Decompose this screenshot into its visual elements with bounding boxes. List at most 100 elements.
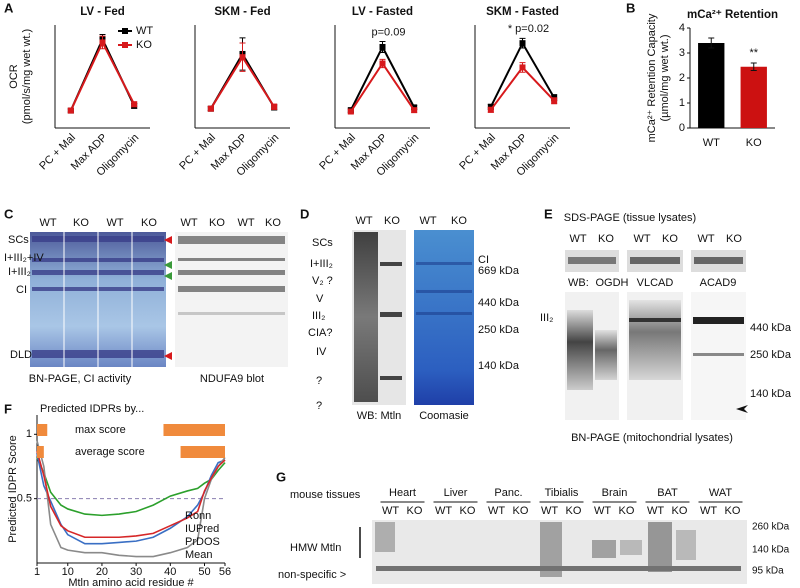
lane-label: KO: [407, 505, 423, 517]
band-label: non-specific >: [278, 569, 346, 581]
marker-label: 260 kDa: [752, 522, 790, 533]
marker: [411, 107, 418, 114]
panel-g: mouse tissues HMW Mtln non-specific > 26…: [278, 489, 790, 584]
x-tick-label: 30: [130, 566, 142, 578]
x-tick-label: 56: [219, 566, 231, 578]
panel-title: mouse tissues: [290, 489, 361, 501]
lane-label: WT: [382, 505, 399, 517]
band-label: SCs: [8, 234, 29, 246]
series-line: [69, 36, 136, 111]
band-label: V₂ ?: [312, 275, 333, 287]
marker: [487, 106, 494, 113]
marker: [347, 108, 354, 115]
y-axis-label: (µmol/mg wet wt.): [659, 34, 671, 121]
x-axis-label: Mtln amino acid residue #: [68, 577, 194, 588]
antibody-label: ACAD9: [700, 277, 737, 289]
panel-label: G: [276, 469, 286, 484]
marker: [239, 54, 246, 61]
series-line: [69, 40, 136, 111]
idpr-region: [37, 424, 48, 436]
chart-title: LV - Fed: [80, 6, 125, 18]
lane-label: WT: [647, 505, 664, 517]
lane-label: WT: [488, 505, 505, 517]
panel-e: SDS-PAGE (tissue lysates) WT KO WT KO WT…: [540, 212, 792, 444]
panel-label: B: [626, 0, 635, 15]
y-axis-label: Predicted IDPR Score: [7, 435, 19, 543]
lane-label: WT: [633, 233, 650, 245]
lane-label: KO: [726, 233, 742, 245]
marker-label: 95 kDa: [752, 566, 784, 577]
tissue-label: BAT: [657, 487, 678, 499]
y-axis-label: (pmol/s/mg wet wt.): [21, 29, 33, 124]
marker-label: 250 kDa: [750, 349, 792, 361]
marker-label: 669 kDa: [478, 265, 520, 277]
caption: BN-PAGE (mitochondrial lysates): [571, 432, 733, 444]
legend-label: PrDOS: [185, 536, 220, 548]
chart-title: mCa²⁺ Retention: [687, 9, 778, 21]
marker-label: CI: [478, 254, 489, 266]
lane-label: WT: [700, 505, 717, 517]
bar: [698, 43, 725, 128]
chart-title: SKM - Fed: [214, 6, 270, 18]
band-label: IV: [316, 346, 327, 358]
x-tick-label: 1: [34, 566, 40, 578]
band-label: I+III₂: [310, 258, 333, 270]
chart-title: SKM - Fasted: [486, 6, 559, 18]
legend-label: KO: [136, 39, 152, 51]
legend-label: IUPred: [185, 523, 219, 535]
lane-label: KO: [566, 505, 582, 517]
series-line: [36, 440, 226, 558]
series-line: [36, 457, 226, 517]
panel-label: A: [4, 0, 14, 15]
marker-label: 140 kDa: [750, 388, 792, 400]
marker-label: 250 kDa: [478, 324, 520, 336]
idpr-region: [163, 424, 225, 436]
band-label: HMW Mtln: [290, 542, 341, 554]
lane-label: KO: [451, 215, 467, 227]
panel-d: WT KO WT KO SCs I+III₂ V₂ ? V III₂ CIA? …: [308, 215, 520, 422]
x-tick-label: 40: [164, 566, 176, 578]
lane-label: WT: [106, 217, 123, 229]
lane-label: WT: [39, 217, 56, 229]
x-tick-label: KO: [746, 137, 762, 149]
y-tick-label: 1: [26, 428, 32, 440]
band-label: III₂: [312, 310, 325, 322]
tissue-label: WAT: [709, 487, 732, 499]
band-label: I+III₂: [8, 266, 31, 278]
lane-label: KO: [513, 505, 529, 517]
series-line: [36, 450, 226, 539]
caption: WB: Mtln: [357, 410, 402, 422]
series-line: [349, 44, 416, 111]
tissue-label: Liver: [444, 487, 468, 499]
lane-label: KO: [141, 217, 157, 229]
lane-label: WT: [237, 217, 254, 229]
x-tick-label: WT: [703, 137, 720, 149]
marker-label: 140 kDa: [478, 360, 520, 372]
lane-label: KO: [73, 217, 89, 229]
panel-title: SDS-PAGE (tissue lysates): [564, 212, 696, 224]
lane-label: WT: [569, 233, 586, 245]
lane-label: KO: [384, 215, 400, 227]
blot-image: [414, 230, 474, 405]
tissue-label: Tibialis: [545, 487, 579, 499]
lane-label: KO: [619, 505, 635, 517]
legend-label: Mean: [185, 549, 213, 561]
lane-label: WT: [180, 217, 197, 229]
idpr-label: average score: [75, 446, 145, 458]
lane-label: KO: [209, 217, 225, 229]
band-label: I+III₂+IV: [4, 252, 44, 264]
lane-label: WT: [594, 505, 611, 517]
y-tick-label: 0.5: [17, 493, 32, 505]
panel-label: D: [300, 206, 309, 221]
marker-label: 440 kDa: [750, 322, 792, 334]
marker: [487, 103, 494, 110]
legend-label: Ronn: [185, 510, 211, 522]
lane-label: KO: [265, 217, 281, 229]
x-tick-label: 10: [62, 566, 74, 578]
blot-image: [565, 250, 746, 420]
marker: [379, 43, 386, 50]
y-axis-label: mCa²⁺ Retention Capacity: [646, 13, 658, 142]
band-label: CI: [16, 284, 27, 296]
y-tick-label: 2: [679, 72, 685, 84]
